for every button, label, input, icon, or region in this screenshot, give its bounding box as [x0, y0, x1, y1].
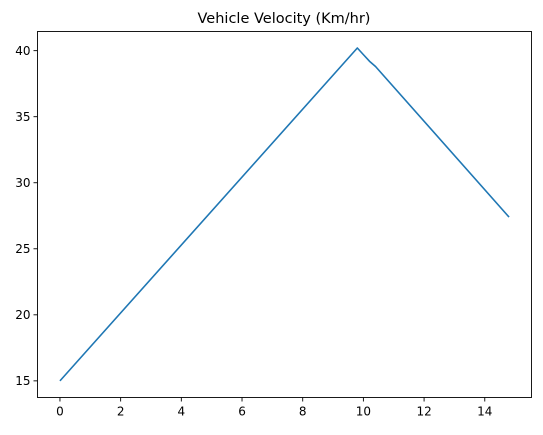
- x-tick-label: 12: [416, 405, 431, 419]
- y-tick-label: 15: [15, 374, 30, 388]
- plot-frame: [38, 32, 532, 398]
- y-tick-label: 30: [15, 176, 30, 190]
- x-tick-label: 8: [299, 405, 307, 419]
- x-tick-label: 0: [56, 405, 64, 419]
- y-axis-ticks: 15 20 25 30 35 40: [15, 44, 37, 388]
- series-layer: [60, 48, 509, 381]
- y-tick-label: 40: [15, 44, 30, 58]
- y-tick-label: 25: [15, 242, 30, 256]
- chart-title: Vehicle Velocity (Km/hr): [198, 11, 371, 27]
- x-tick-label: 10: [356, 405, 371, 419]
- x-tick-label: 6: [238, 405, 246, 419]
- x-tick-label: 14: [477, 405, 492, 419]
- x-tick-label: 2: [117, 405, 125, 419]
- x-axis-ticks: 0 2 4 6 8 10 12 14: [56, 398, 492, 419]
- y-tick-label: 35: [15, 110, 30, 124]
- x-tick-label: 4: [178, 405, 186, 419]
- y-tick-label: 20: [15, 308, 30, 322]
- series-line-0: [60, 48, 509, 381]
